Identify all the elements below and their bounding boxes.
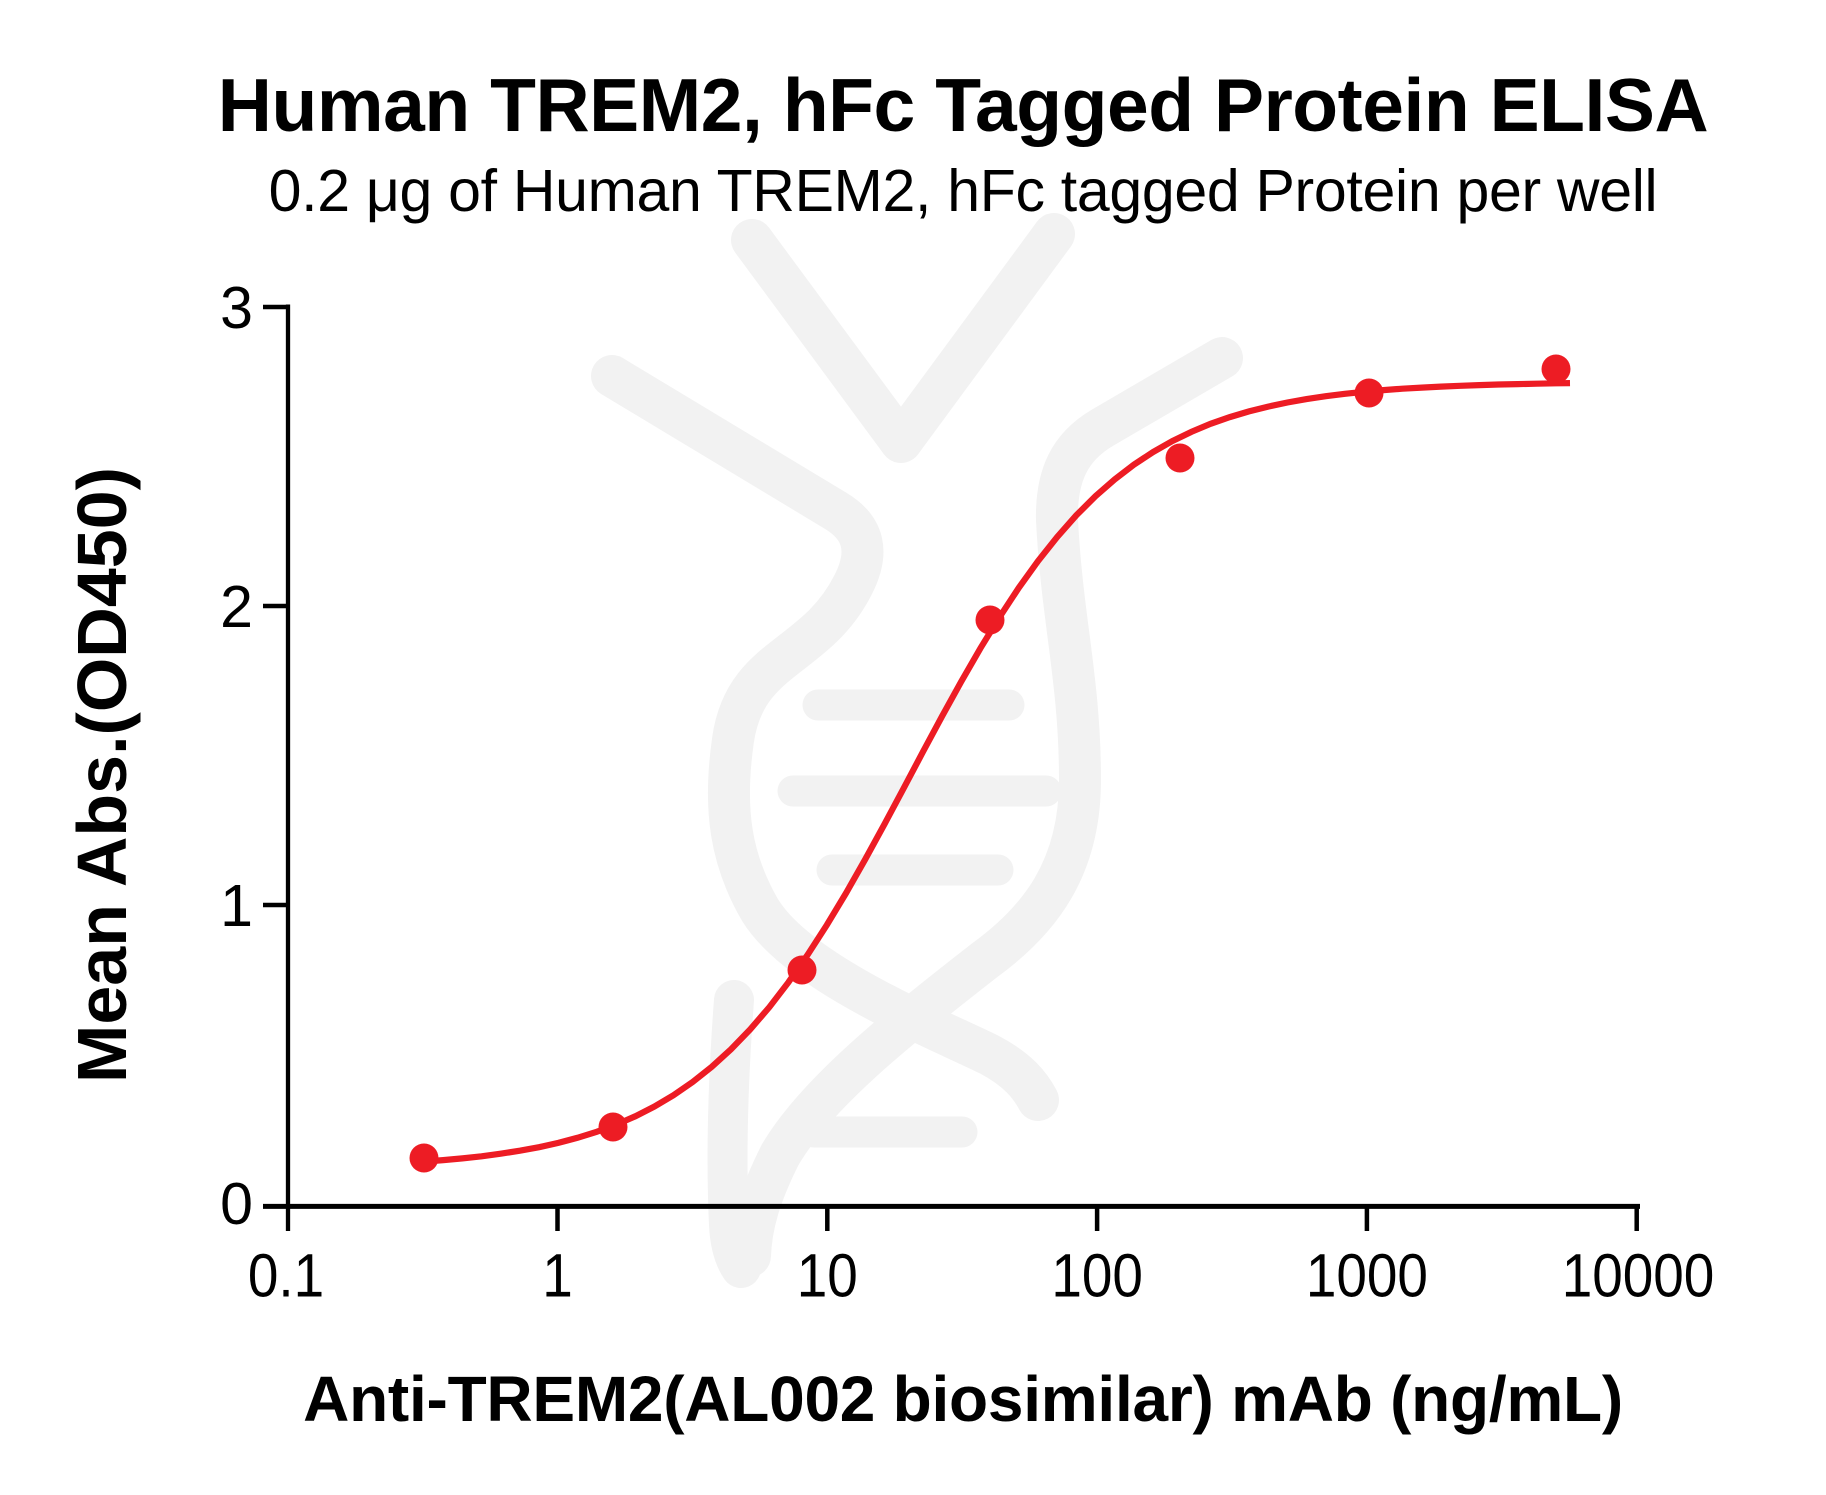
svg-text:Human TREM2, hFc Tagged Protei: Human TREM2, hFc Tagged Protein ELISA xyxy=(218,63,1708,147)
svg-text:0: 0 xyxy=(220,1171,253,1237)
svg-text:10: 10 xyxy=(797,1242,858,1310)
svg-text:1: 1 xyxy=(542,1242,573,1310)
svg-text:0.1: 0.1 xyxy=(248,1242,324,1310)
svg-text:0.2 μg of Human TREM2, hFc tag: 0.2 μg of Human TREM2, hFc tagged Protei… xyxy=(269,158,1658,224)
svg-text:1000: 1000 xyxy=(1306,1242,1428,1310)
svg-text:10000: 10000 xyxy=(1562,1242,1715,1310)
svg-text:100: 100 xyxy=(1051,1242,1143,1310)
svg-text:2: 2 xyxy=(220,574,253,640)
svg-text:Anti-TREM2(AL002 biosimilar) m: Anti-TREM2(AL002 biosimilar) mAb (ng/mL) xyxy=(303,1363,1623,1435)
svg-text:3: 3 xyxy=(220,275,253,341)
svg-text:Mean Abs.(OD450): Mean Abs.(OD450) xyxy=(63,467,141,1083)
svg-text:1: 1 xyxy=(220,873,253,939)
